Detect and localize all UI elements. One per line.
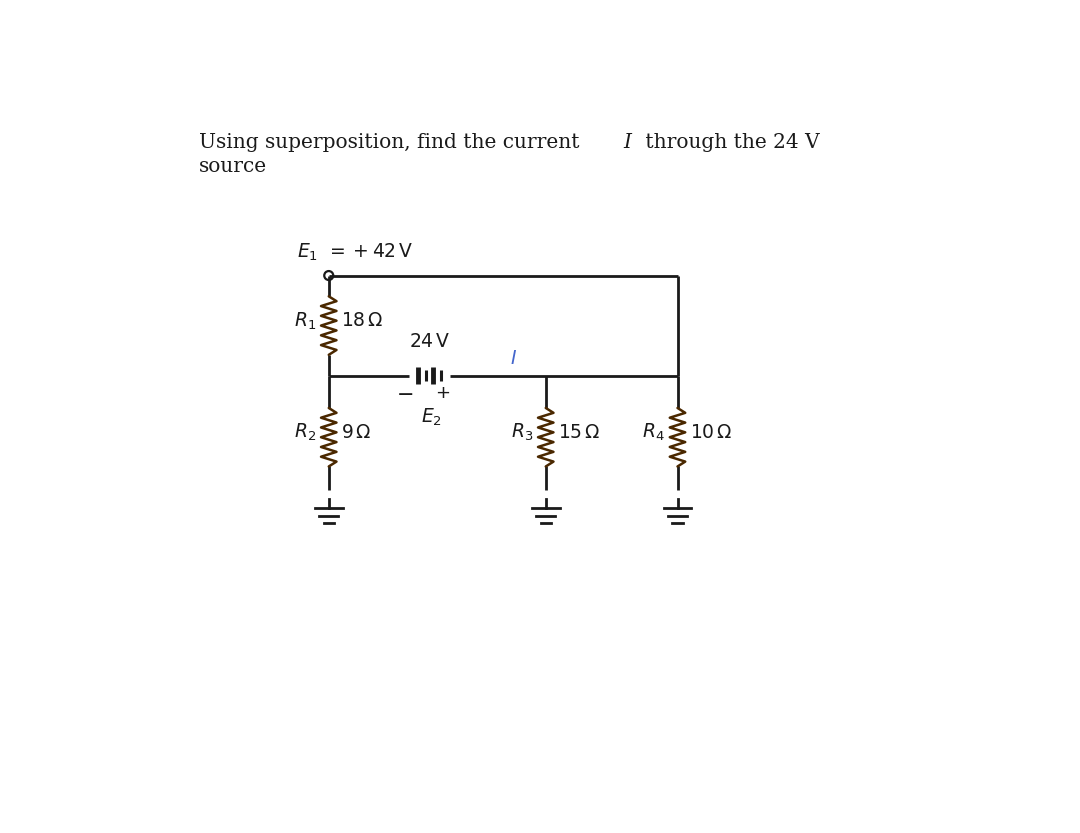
Text: I: I: [623, 132, 631, 152]
Text: $24\,\mathrm{V}$: $24\,\mathrm{V}$: [408, 333, 450, 351]
Text: $= +42\,\mathrm{V}$: $= +42\,\mathrm{V}$: [326, 243, 414, 262]
Text: $R_3$: $R_3$: [511, 422, 534, 443]
Text: $15\,\Omega$: $15\,\Omega$: [558, 424, 600, 441]
Text: source: source: [199, 157, 267, 176]
Text: $E_2$: $E_2$: [420, 407, 442, 427]
Text: $R_4$: $R_4$: [643, 422, 665, 443]
Text: $10\,\Omega$: $10\,\Omega$: [690, 424, 732, 441]
Text: $-$: $-$: [396, 383, 414, 403]
Text: $+$: $+$: [435, 384, 450, 402]
Text: $I$: $I$: [510, 350, 517, 367]
Text: through the 24 V: through the 24 V: [638, 132, 820, 152]
Text: $R_1$: $R_1$: [294, 311, 316, 332]
Text: Using superposition, find the current: Using superposition, find the current: [199, 132, 585, 152]
Text: $R_2$: $R_2$: [294, 422, 316, 443]
Text: $9\,\Omega$: $9\,\Omega$: [341, 424, 372, 441]
Text: $18\,\Omega$: $18\,\Omega$: [341, 312, 383, 330]
Text: $E_1$: $E_1$: [297, 242, 318, 263]
